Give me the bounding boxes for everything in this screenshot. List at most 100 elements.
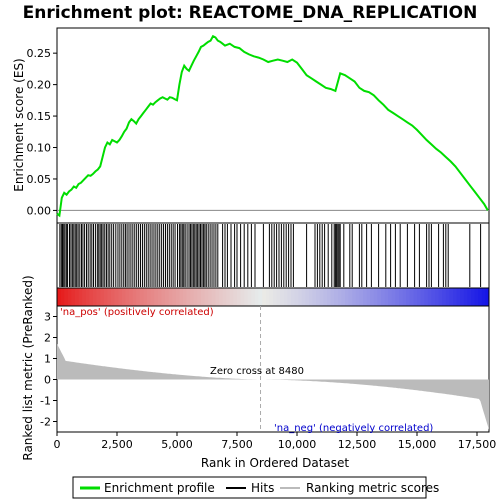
es-y-ticks: 0.00 0.05 0.10 0.15 0.20 0.25 <box>27 47 57 217</box>
rank-bar-segment <box>287 288 292 306</box>
rank-bar-segment <box>172 288 177 306</box>
rank-bar-segment <box>147 288 152 306</box>
ranking-metric-fill <box>57 343 489 430</box>
rank-bar-segment <box>420 288 425 306</box>
rank-bar-segment <box>381 288 386 306</box>
rank-bar-segment <box>93 288 98 306</box>
rank-bar-segment <box>280 288 285 306</box>
rank-bar-segment <box>427 288 432 306</box>
rank-bar-segment <box>478 288 483 306</box>
rank-bar-segment <box>75 288 80 306</box>
rank-bar-segment <box>348 288 353 306</box>
rank-bar-segment <box>193 288 198 306</box>
zero-cross-annotation: Zero cross at 8480 <box>210 366 304 377</box>
rank-bar-segment <box>125 288 130 306</box>
metric-y-ticks: 3 2 1 0 -1 -2 <box>40 311 57 429</box>
rank-bar-segment <box>60 288 65 306</box>
rank-bar-segment <box>251 288 256 306</box>
rank-bar-segment <box>363 288 368 306</box>
x-tick-label: 10,000 <box>278 438 317 451</box>
rank-bar-segment <box>64 288 69 306</box>
rank-bar-segment <box>391 288 396 306</box>
rank-bar-segment <box>456 288 461 306</box>
neg-annotation: 'na_neg' (negatively correlated) <box>274 423 433 434</box>
x-tick-label: 15,000 <box>398 438 437 451</box>
rank-bar-segment <box>211 288 216 306</box>
rank-bar-segment <box>319 288 324 306</box>
rank-bar-segment <box>291 288 296 306</box>
rank-bar-segment <box>100 288 105 306</box>
legend-box <box>72 476 427 499</box>
es-tick-label: 0.00 <box>27 204 52 217</box>
rank-bar-segment <box>255 288 260 306</box>
rank-bar-segment <box>247 288 252 306</box>
rank-bar-segment <box>157 288 162 306</box>
rank-bar-segment <box>463 288 468 306</box>
rank-bar-segment <box>334 288 339 306</box>
rank-bar-segment <box>96 288 101 306</box>
rank-bar-segment <box>82 288 87 306</box>
rank-bar-segment <box>89 288 94 306</box>
rank-bar-segment <box>474 288 479 306</box>
rank-bar-segment <box>139 288 144 306</box>
rank-bar-segment <box>226 288 231 306</box>
metric-y-axis-label: Ranked list metric (PreRanked) <box>21 275 35 460</box>
ranking-color-bar <box>56 287 490 307</box>
rank-bar-segment <box>111 288 116 306</box>
es-tick-label: 0.15 <box>27 110 52 123</box>
rank-bar-segment <box>165 288 170 306</box>
rank-bar-segment <box>143 288 148 306</box>
rank-bar-segment <box>67 288 72 306</box>
rank-bar-segment <box>413 288 418 306</box>
rank-bar-segment <box>402 288 407 306</box>
rank-bar-segment <box>438 288 443 306</box>
rank-bar-segment <box>71 288 76 306</box>
rank-bar-segment <box>240 288 245 306</box>
rank-bar-segment <box>215 288 220 306</box>
x-tick-label: 5,000 <box>161 438 193 451</box>
rank-bar-segment <box>136 288 141 306</box>
rank-bar-segment <box>298 288 303 306</box>
rank-bar-segment <box>377 288 382 306</box>
metric-tick-label: 1 <box>44 353 51 366</box>
rank-bar-segment <box>366 288 371 306</box>
metric-tick-label: 2 <box>44 332 51 345</box>
rank-bar-segment <box>323 288 328 306</box>
rank-bar-segment <box>305 288 310 306</box>
rank-bar-segment <box>168 288 173 306</box>
rank-bar-segment <box>175 288 180 306</box>
rank-bar-segment <box>327 288 332 306</box>
rank-bar-segment <box>237 288 242 306</box>
rank-bar-segment <box>294 288 299 306</box>
metric-tick-label: -2 <box>40 416 51 429</box>
rank-bar-segment <box>273 288 278 306</box>
rank-bar-segment <box>337 288 342 306</box>
rank-bar-segment <box>154 288 159 306</box>
rank-bar-segment <box>345 288 350 306</box>
legend-metric-label: Ranking metric scores <box>306 481 439 495</box>
rank-bar-segment <box>114 288 119 306</box>
rank-bar-segment <box>471 288 476 306</box>
rank-bar-segment <box>481 288 486 306</box>
rank-bar-segment <box>417 288 422 306</box>
metric-panel-frame <box>56 305 490 433</box>
es-tick-label: 0.05 <box>27 173 52 186</box>
rank-bar-segment <box>190 288 195 306</box>
rank-bar-segment <box>103 288 108 306</box>
x-tick-label: 12,500 <box>338 438 377 451</box>
rank-bar-segment <box>208 288 213 306</box>
rank-bar-segment <box>359 288 364 306</box>
x-tick-label: 7,500 <box>221 438 253 451</box>
rank-bar-segment <box>384 288 389 306</box>
rank-bar-segment <box>233 288 238 306</box>
rank-bar-segment <box>341 288 346 306</box>
ranking-metric-area <box>57 343 489 430</box>
rank-bar-segment <box>399 288 404 306</box>
rank-bar-segment <box>197 288 202 306</box>
rank-bar-segment <box>265 288 270 306</box>
x-tick-label: 17,500 <box>458 438 497 451</box>
rank-bar-segment <box>150 288 155 306</box>
enrichment-profile-line <box>56 34 489 218</box>
es-tick-label: 0.25 <box>27 47 52 60</box>
rank-bar-segment <box>388 288 393 306</box>
